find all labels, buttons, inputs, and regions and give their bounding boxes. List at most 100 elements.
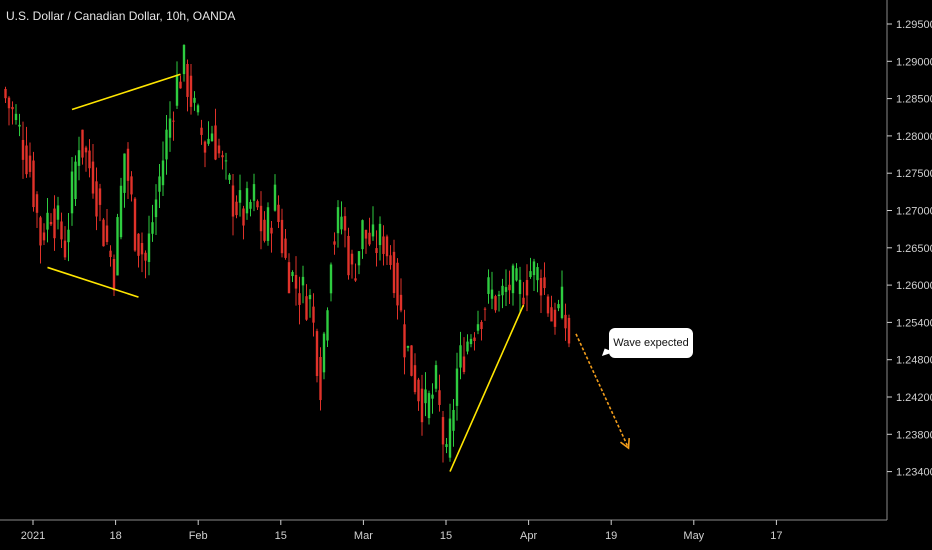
candle-body [175, 74, 179, 106]
candle-body [81, 129, 84, 158]
candle-body [74, 161, 77, 200]
pattern-trendline [71, 73, 181, 111]
candle-body [70, 171, 74, 214]
candle-body [266, 207, 270, 241]
candle-body [140, 243, 144, 255]
price-tick-label: 1.24800 [896, 355, 932, 367]
candle-body [438, 390, 441, 405]
candle-body [95, 181, 98, 217]
candle-body [455, 368, 459, 406]
candle-body [168, 118, 172, 138]
candle-body [329, 264, 333, 294]
candle-body [42, 232, 46, 241]
candle-body [91, 161, 95, 194]
candle-body [46, 212, 49, 230]
candle-body [39, 217, 42, 246]
candle-body [102, 219, 105, 247]
candle-body [483, 308, 487, 310]
candle-body [350, 253, 354, 265]
candle-body [382, 236, 385, 254]
candle-body [252, 184, 256, 201]
candle-body [259, 205, 263, 232]
candle-body [112, 258, 116, 291]
candle-body [53, 208, 56, 239]
projection-arrowhead [620, 438, 630, 450]
candle-body [119, 185, 123, 238]
time-tick-label: 18 [109, 530, 121, 542]
candle-body [7, 97, 11, 109]
price-tick-label: 1.27000 [896, 206, 932, 218]
candle-body [84, 147, 88, 153]
candle-body [522, 297, 525, 305]
projection-arrow [575, 333, 630, 450]
candle-body [144, 252, 147, 261]
candle-body [413, 365, 417, 393]
candle-body [256, 201, 259, 208]
candle-body [21, 139, 25, 160]
candle-body [18, 124, 21, 127]
price-tick-label: 1.28500 [896, 94, 932, 106]
candle-body [179, 81, 182, 89]
candle-body [186, 64, 189, 97]
candle-body [511, 265, 515, 294]
candle-body [469, 338, 473, 345]
candle-body [4, 88, 7, 99]
wave-expected-callout: Wave expected [609, 328, 693, 358]
price-tick-label: 1.23800 [896, 429, 932, 441]
candle-body [105, 225, 109, 242]
time-tick-label: Feb [189, 530, 208, 542]
candle-body [427, 393, 431, 419]
candle-body [210, 133, 214, 142]
candle-body [214, 125, 217, 160]
candle-body [123, 153, 126, 193]
candle-body [277, 204, 280, 222]
candle-body [403, 324, 406, 358]
candle-body [368, 232, 371, 245]
time-tick-label: 19 [605, 530, 617, 542]
candle-body [98, 188, 102, 205]
candle-body [280, 219, 284, 254]
candle-body [221, 155, 224, 158]
candle-body [543, 277, 546, 289]
candle-body [539, 277, 543, 296]
pattern-lines [47, 73, 525, 472]
candle-body [270, 227, 273, 234]
candle-body [63, 240, 67, 258]
candle-body [480, 321, 483, 330]
candle-body [196, 105, 200, 113]
candle-body [284, 238, 287, 258]
candle-body [109, 250, 112, 258]
price-tick-label: 1.24200 [896, 392, 932, 404]
candle-body [203, 141, 207, 153]
candle-body [154, 199, 158, 218]
candle-body [147, 233, 151, 262]
candle-body [546, 296, 550, 314]
candle-body [245, 188, 249, 214]
candle-body [462, 356, 466, 373]
candle-body [298, 293, 301, 305]
time-axis[interactable]: 2021 18 Feb 15 Mar 15 Apr 19 May 17 [21, 520, 783, 542]
candle-body [557, 304, 560, 309]
chart-title: U.S. Dollar / Canadian Dollar, 10h, OAND… [6, 9, 236, 23]
candle-body [347, 235, 350, 276]
price-tick-label: 1.29000 [896, 56, 932, 68]
candle-body [161, 160, 165, 186]
candle-body [165, 129, 168, 160]
candle-body [217, 145, 221, 154]
time-tick-label: 17 [770, 530, 782, 542]
price-axis[interactable]: 1.29500 1.29000 1.28500 1.28000 1.27500 1.270… [887, 19, 932, 479]
candle-body [354, 278, 357, 281]
candle-body [490, 289, 494, 299]
candle-body [319, 356, 322, 401]
candle-body [553, 309, 557, 327]
candle-body [431, 394, 434, 399]
candle-body [238, 190, 242, 203]
pattern-trendline [47, 266, 139, 298]
candle-body [417, 379, 420, 402]
candle-body [445, 444, 448, 447]
candle-body [508, 284, 511, 291]
candle-body [385, 236, 389, 257]
candle-body [242, 208, 245, 226]
candle-body [396, 262, 399, 306]
